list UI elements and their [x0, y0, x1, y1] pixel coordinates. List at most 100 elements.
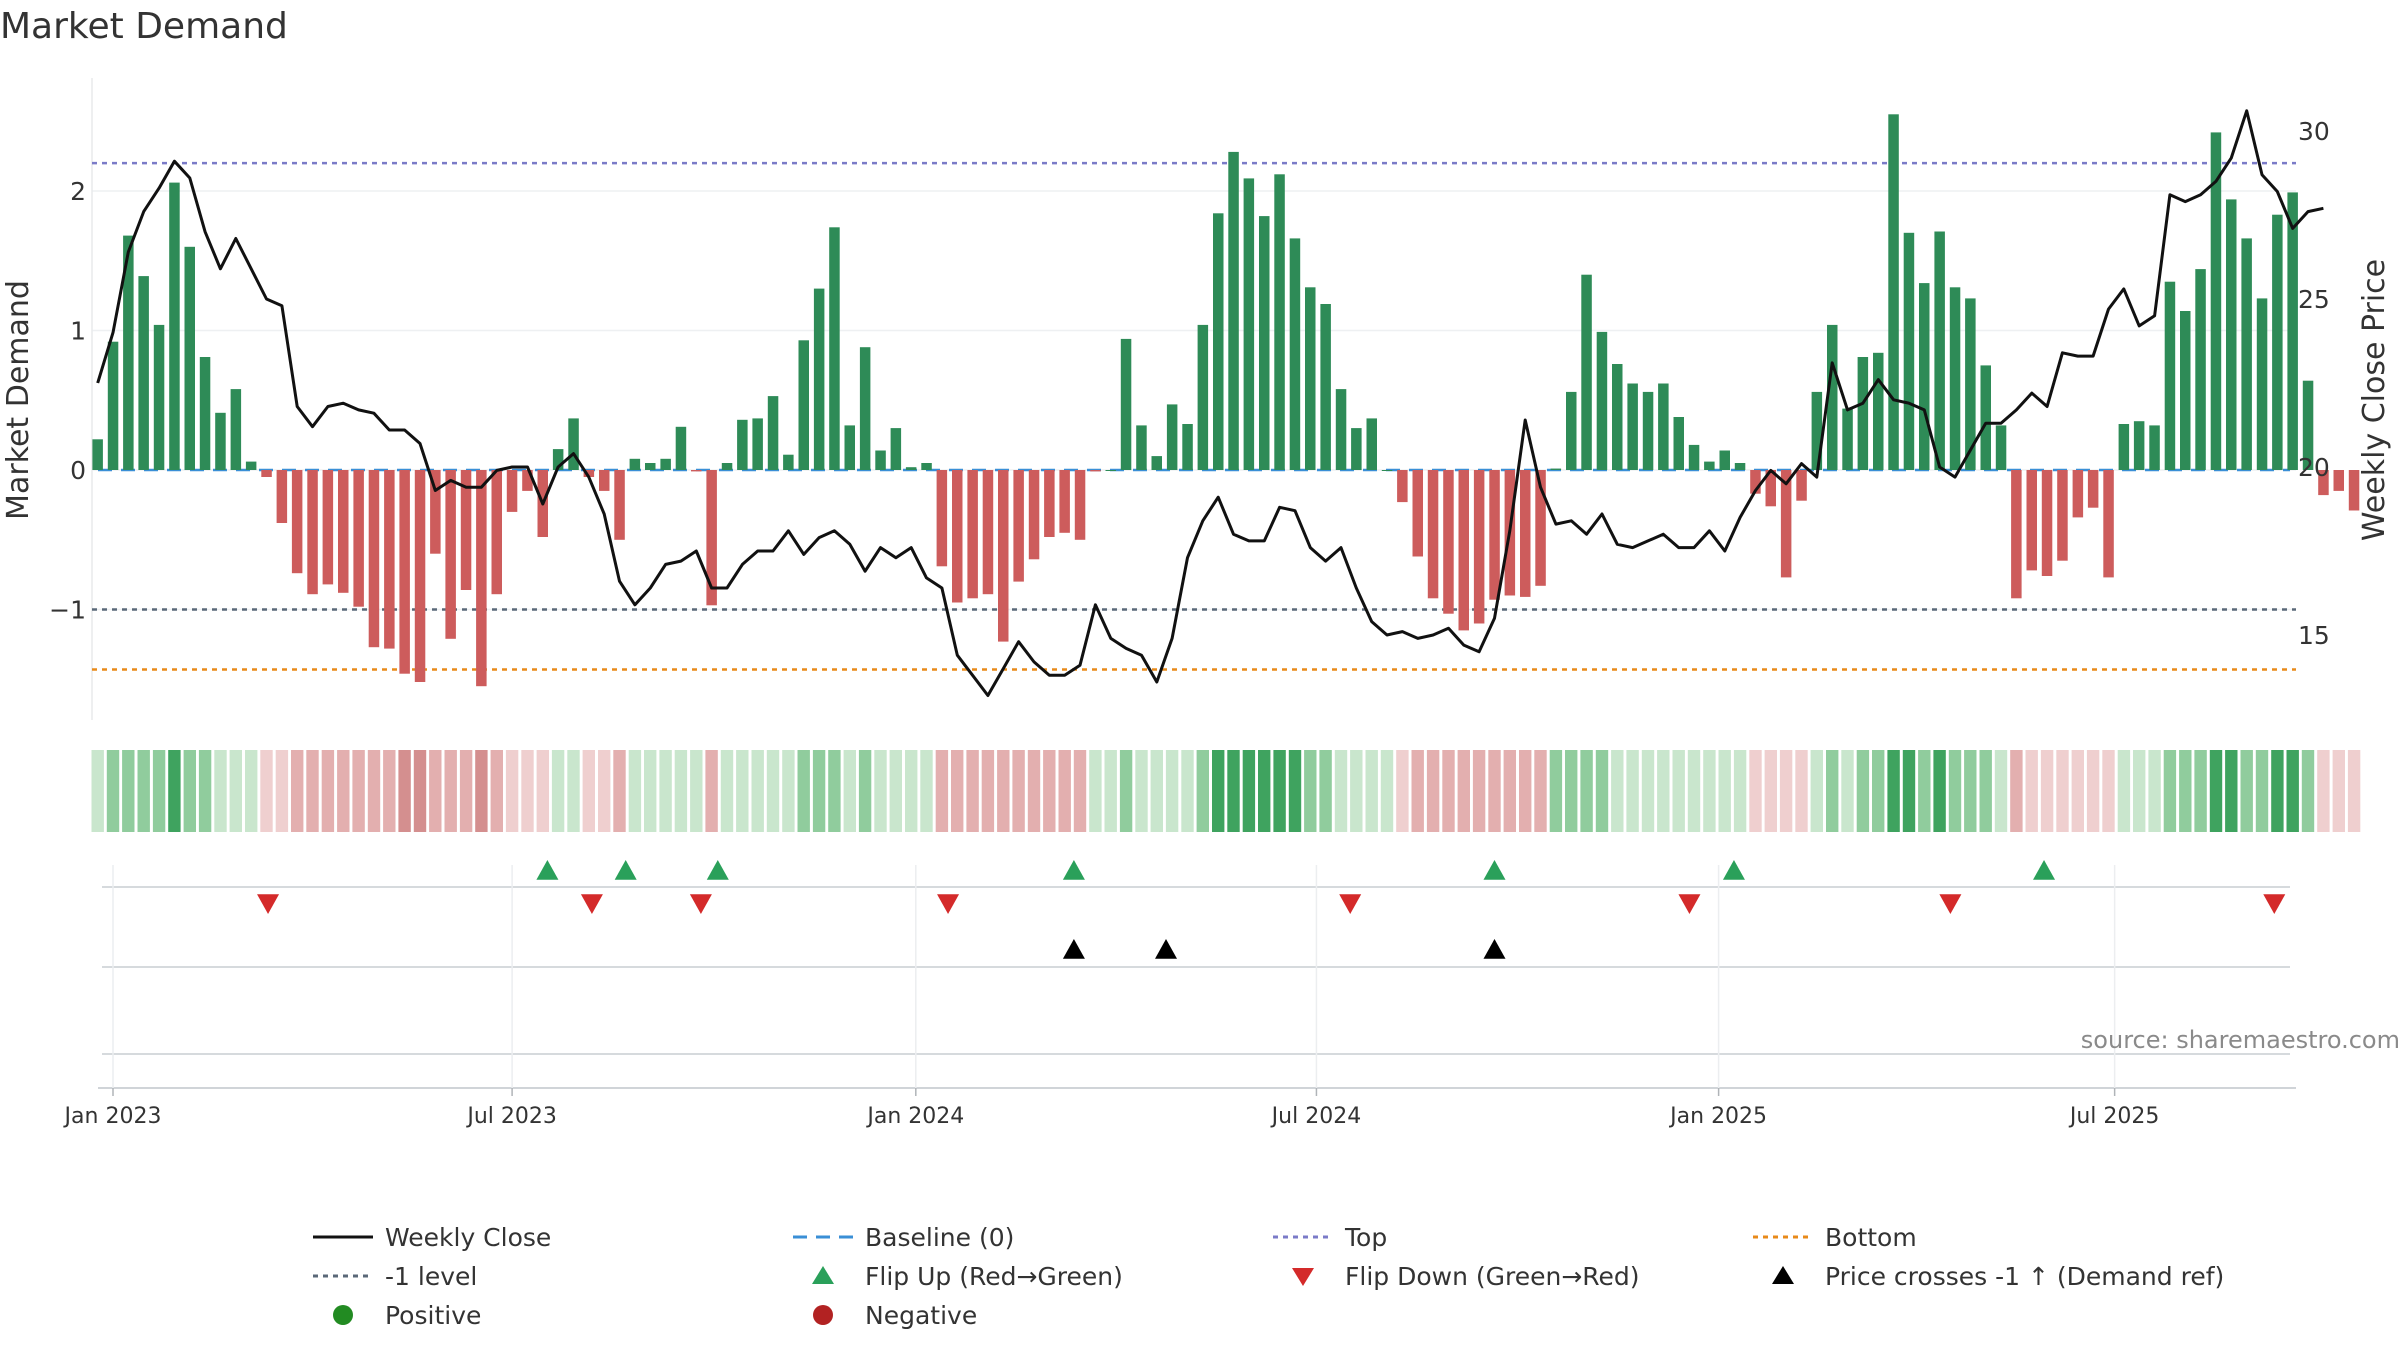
demand-bar	[783, 454, 794, 470]
heat-cell	[2301, 750, 2315, 832]
demand-bar	[1704, 461, 1715, 470]
demand-bar	[890, 428, 902, 470]
demand-bar	[1013, 470, 1024, 582]
demand-bar	[153, 324, 165, 470]
heat-cell	[659, 750, 672, 832]
demand-bar	[1765, 470, 1776, 507]
demand-bar	[2256, 298, 2268, 470]
y-axis-right-label: Weekly Close Price	[2357, 259, 2392, 541]
heat-cell	[2056, 750, 2069, 832]
demand-bar	[1688, 444, 1700, 470]
heat-cell	[705, 750, 718, 832]
demand-bar	[1673, 417, 1684, 470]
heat-cell	[1872, 750, 1885, 832]
demand-bar	[1658, 383, 1669, 470]
heat-cell	[1549, 750, 1563, 832]
demand-bar	[2041, 470, 2053, 576]
flip-up-marker	[2033, 860, 2056, 880]
demand-bar	[322, 470, 334, 585]
legend-item: Positive	[333, 1301, 481, 1330]
heat-cell	[168, 750, 181, 832]
demand-bar	[752, 418, 763, 470]
heat-cell	[644, 750, 657, 832]
demand-bar	[2072, 470, 2084, 518]
heat-cell	[1442, 750, 1455, 832]
heat-cell	[505, 750, 519, 832]
flip-up-marker	[536, 860, 559, 880]
demand-bar	[506, 470, 518, 512]
heat-cell	[1242, 750, 1256, 832]
heat-cell	[1595, 750, 1609, 832]
y-tick-right: 20	[2298, 453, 2330, 482]
demand-bar	[1197, 324, 1209, 470]
demand-bar	[2103, 470, 2114, 578]
heat-cell	[1150, 750, 1163, 832]
demand-bar	[92, 439, 103, 470]
heat-cell	[858, 750, 872, 832]
heat-cell	[1365, 750, 1378, 832]
heat-cell	[214, 750, 227, 832]
demand-bar	[1949, 287, 1961, 470]
heat-cell	[1043, 750, 1056, 832]
heat-cell	[1933, 750, 1946, 832]
x-axis: Jan 2023 Jul 2023 Jan 2024 Jul 2024 Jan 2025…	[63, 1088, 2160, 1129]
heat-cell	[1012, 750, 1025, 832]
heat-cell	[459, 750, 473, 832]
heat-cell	[1104, 750, 1117, 832]
demand-bar	[1581, 274, 1592, 470]
heat-cell	[1534, 750, 1547, 832]
demand-bar	[2011, 470, 2022, 599]
demand-bar	[1120, 338, 1132, 470]
heat-cell	[981, 750, 995, 832]
demand-bar	[1520, 470, 1531, 597]
heat-cell	[2133, 750, 2146, 832]
heat-cell	[628, 750, 642, 832]
demand-bar	[1166, 404, 1178, 470]
demand-bar	[1412, 470, 1423, 557]
demand-bar	[1965, 298, 1976, 470]
x-tick-label: Jan 2025	[1668, 1104, 1767, 1129]
heat-cell	[352, 750, 365, 832]
demand-bar	[1734, 463, 1746, 470]
demand-bar	[1888, 114, 1899, 471]
heat-cell	[2332, 750, 2345, 832]
legend-label: Flip Up (Red→Green)	[865, 1262, 1123, 1291]
heat-cell	[2271, 750, 2284, 832]
demand-bar	[1550, 468, 1562, 470]
heat-cell	[306, 750, 319, 832]
heat-cell	[997, 750, 1010, 832]
demand-bar	[1397, 470, 1408, 503]
weekly-close-line	[96, 109, 2324, 697]
heat-cell	[582, 750, 595, 832]
heat-cell	[1334, 750, 1348, 832]
demand-bar	[460, 470, 472, 590]
y-tick-right: 30	[2298, 117, 2330, 146]
demand-bar	[2348, 470, 2360, 511]
demand-bar	[476, 470, 487, 687]
demand-bar	[905, 467, 917, 470]
legend-label: Flip Down (Green→Red)	[1345, 1262, 1640, 1291]
heat-cell	[1411, 750, 1424, 832]
heat-cell	[2086, 750, 2100, 832]
demand-bar	[1458, 470, 1469, 631]
demand-bar	[1182, 424, 1193, 470]
heat-cell	[874, 750, 887, 832]
legend-label: Baseline (0)	[865, 1223, 1014, 1252]
demand-bar	[2026, 470, 2037, 571]
heat-cell	[2102, 750, 2115, 832]
x-tick-label: Jul 2025	[2068, 1104, 2160, 1129]
demand-bar	[1381, 470, 1393, 471]
legend-item: Top	[1273, 1223, 1387, 1252]
demand-bar	[1305, 287, 1316, 470]
heat-cell	[674, 750, 688, 832]
demand-bar	[1213, 213, 1224, 471]
heat-cell	[337, 750, 350, 832]
demand-bar	[1857, 357, 1869, 470]
heat-cell	[1058, 750, 1071, 832]
heat-cell	[935, 750, 949, 832]
demand-bar	[2287, 192, 2298, 470]
heat-cell	[613, 750, 626, 832]
flip-down-marker	[937, 894, 960, 914]
x-tick-label: Jan 2024	[865, 1104, 964, 1129]
heat-cell	[1119, 750, 1133, 832]
